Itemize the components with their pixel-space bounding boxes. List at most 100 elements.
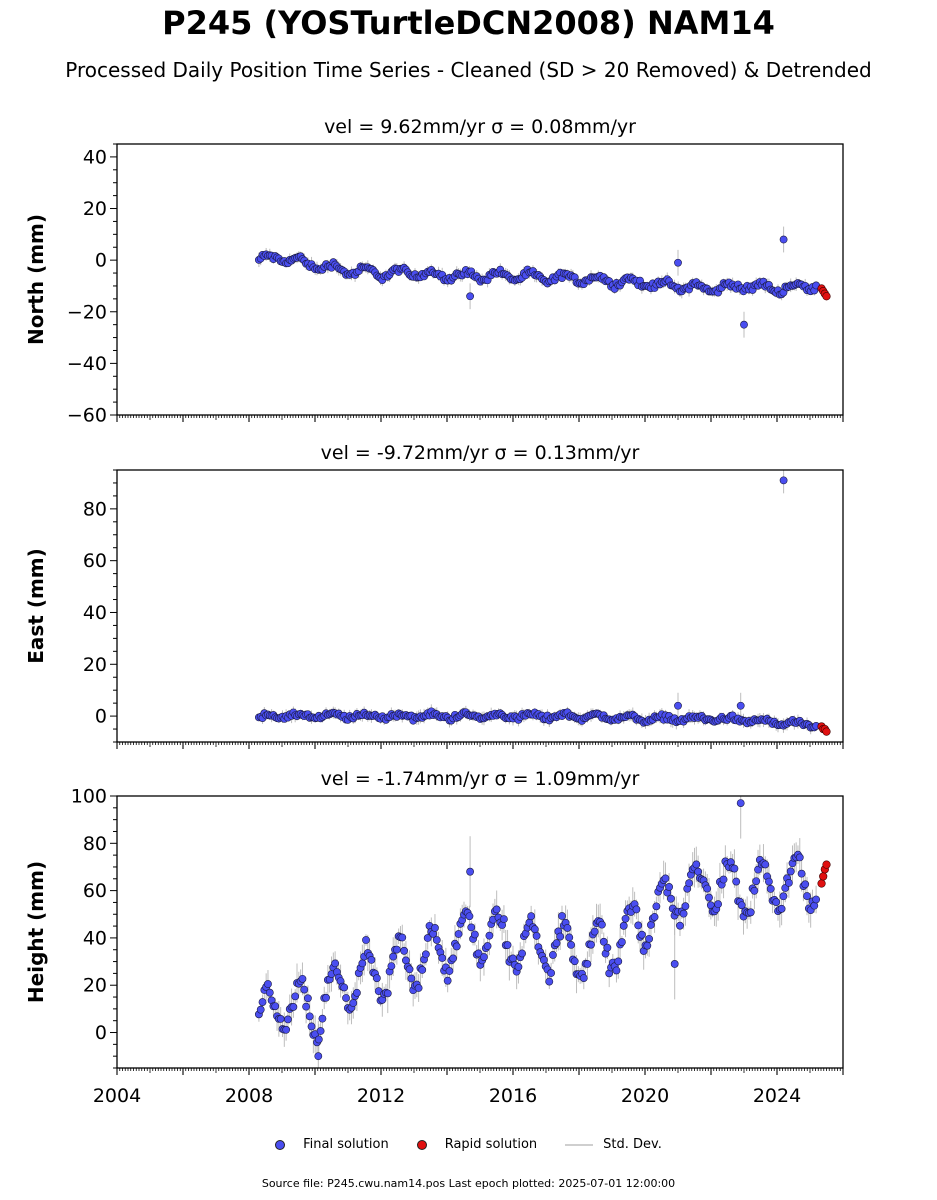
- final-point: [779, 235, 788, 244]
- final-point: [271, 1002, 280, 1011]
- final-point: [637, 930, 646, 939]
- legend-std: Std. Dev.: [565, 1137, 662, 1152]
- plot-area-height: [254, 796, 831, 1068]
- final-point: [414, 984, 423, 992]
- final-point: [258, 998, 267, 1006]
- plot-area-east: [254, 470, 831, 736]
- final-point: [402, 956, 410, 965]
- legend: Final solution Rapid solution Std. Dev.: [0, 1137, 937, 1152]
- final-point: [766, 884, 775, 893]
- rapid-points-east: [817, 722, 831, 736]
- final-point: [587, 940, 595, 949]
- final-point: [772, 898, 781, 906]
- final-point: [518, 949, 526, 958]
- final-point: [509, 954, 517, 963]
- final-point: [777, 904, 786, 913]
- chart-subtitle: Processed Daily Position Time Series - C…: [65, 58, 872, 82]
- y-tick-label: 60: [83, 880, 107, 902]
- final-point: [503, 941, 512, 949]
- final-point: [302, 1002, 310, 1011]
- x-tick-label: 2024: [753, 1085, 801, 1107]
- final-point: [661, 874, 670, 883]
- final-point: [552, 939, 561, 948]
- final-point: [736, 701, 745, 710]
- legend-final: Final solution: [275, 1137, 389, 1152]
- final-point: [612, 966, 621, 975]
- y-tick-label: 100: [71, 786, 107, 808]
- final-point: [331, 959, 340, 968]
- final-point: [547, 969, 556, 977]
- final-point: [470, 930, 479, 939]
- y-tick-label: 40: [83, 146, 107, 168]
- y-tick-label: 40: [83, 927, 107, 949]
- final-point: [454, 930, 463, 938]
- final-point: [549, 951, 557, 959]
- final-point: [784, 878, 793, 887]
- x-tick-label: 2016: [489, 1085, 537, 1107]
- final-points-north: [254, 235, 821, 329]
- final-point: [353, 988, 361, 997]
- panel-height: vel = -1.74mm/yr σ = 1.09mm/yr Height (mm…: [24, 768, 844, 1107]
- final-point: [737, 901, 746, 910]
- final-point: [398, 933, 407, 942]
- plot-area-north: [254, 226, 831, 338]
- final-point: [465, 912, 474, 921]
- final-point: [298, 974, 307, 983]
- y-tick-label: −60: [67, 405, 107, 427]
- final-point: [443, 976, 452, 985]
- rapid-points-north: [817, 284, 831, 301]
- y-axis-label-north: North (mm): [24, 214, 48, 345]
- y-tick-label: 0: [95, 706, 107, 728]
- final-point: [730, 864, 739, 873]
- final-point: [289, 1003, 298, 1011]
- final-point: [322, 993, 330, 1002]
- final-point: [614, 957, 623, 966]
- final-point: [652, 902, 661, 911]
- final-point: [358, 959, 367, 968]
- final-point: [676, 921, 684, 930]
- final-point: [761, 860, 770, 869]
- final-point: [383, 989, 392, 998]
- final-point: [483, 942, 492, 950]
- y-tick-label: 0: [95, 1022, 107, 1044]
- final-point: [732, 877, 741, 886]
- axes-frame-height: [116, 795, 844, 1069]
- std-line-icon: [565, 1143, 594, 1146]
- y-tick-label: 0: [95, 250, 107, 272]
- final-point: [418, 966, 427, 974]
- final-point: [634, 921, 643, 930]
- final-point: [650, 913, 659, 921]
- final-point: [265, 988, 274, 997]
- legend-rapid: Rapid solution: [416, 1137, 537, 1152]
- final-point: [527, 912, 536, 921]
- chart-title: P245 (YOSTurtleDCN2008) NAM14: [162, 4, 775, 42]
- final-point: [318, 1014, 327, 1023]
- final-point: [667, 894, 675, 903]
- final-point: [765, 877, 773, 886]
- final-point: [797, 869, 806, 878]
- x-tick-label: 2008: [225, 1085, 273, 1107]
- x-tick-label: 2020: [621, 1085, 669, 1107]
- y-tick-label: 60: [83, 550, 107, 572]
- x-tick-label: 2012: [357, 1085, 405, 1107]
- final-point: [466, 292, 474, 301]
- final-point: [665, 883, 673, 891]
- final-point: [752, 877, 761, 886]
- y-tick-label: 20: [83, 975, 107, 997]
- final-point: [480, 953, 488, 961]
- final-point: [750, 886, 759, 895]
- final-point: [670, 960, 679, 968]
- axes-frame-east: [116, 469, 844, 743]
- rapid-points-height: [817, 860, 831, 888]
- final-point: [694, 867, 703, 876]
- final-points-east: [254, 476, 821, 732]
- final-point: [530, 925, 539, 934]
- y-axis-label-height: Height (mm): [24, 861, 48, 1003]
- final-point: [674, 701, 682, 710]
- final-point: [621, 914, 630, 923]
- final-point: [349, 999, 358, 1007]
- final-point: [598, 920, 606, 929]
- final-point: [579, 974, 588, 982]
